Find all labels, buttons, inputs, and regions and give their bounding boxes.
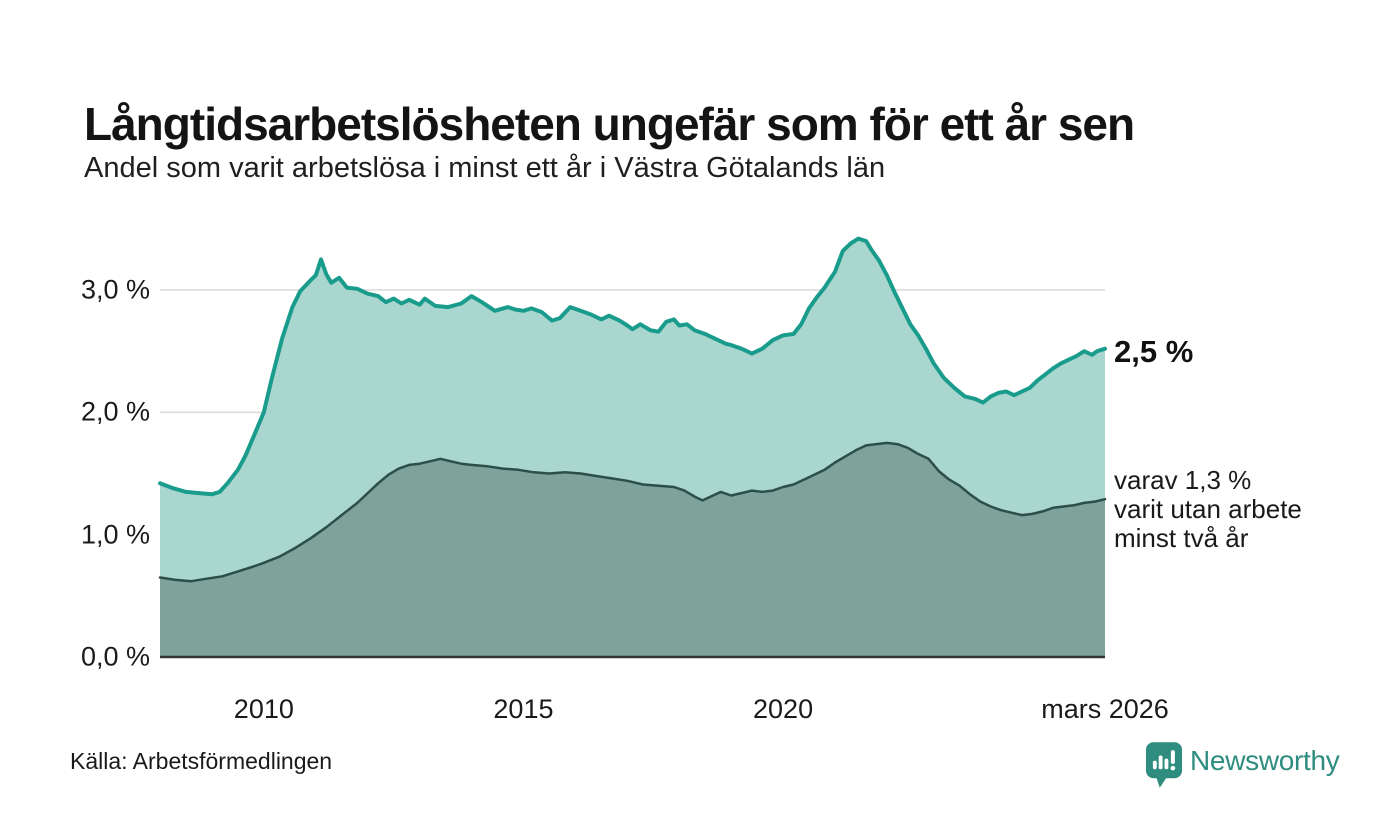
y-axis-tick-label: 1,0 % <box>80 519 150 550</box>
page-title: Långtidsarbetslösheten ungefär som för e… <box>84 97 1135 150</box>
x-axis-tick-label: mars 2026 <box>1041 694 1169 724</box>
newsworthy-icon <box>1146 742 1182 788</box>
source-note: Källa: Arbetsförmedlingen <box>70 748 333 774</box>
series-area-2 <box>160 442 1105 657</box>
y-axis-tick-label: 2,0 % <box>80 396 150 427</box>
series-end-label-subset: varav 1,3 % varit utan arbete minst två … <box>1114 466 1302 553</box>
series-end-label-total: 2,5 % <box>1114 334 1194 369</box>
y-axis-tick-label: 0,0 % <box>80 641 150 672</box>
area-chart <box>158 236 1107 659</box>
newsworthy-wordmark: Newsworthy <box>1190 745 1340 776</box>
x-axis-tick-label: 2020 <box>753 694 814 724</box>
chart-subtitle: Andel som varit arbetslösa i minst ett å… <box>84 152 886 184</box>
x-axis-tick-label: 2015 <box>493 694 554 724</box>
newsworthy-logo[interactable]: Newsworthy <box>1146 742 1340 792</box>
annotation-line-2: varit utan arbete <box>1114 494 1302 524</box>
annotation-line-3: minst två år <box>1114 523 1249 553</box>
series-line-2 <box>158 441 1107 583</box>
series-line-1 <box>158 236 1107 497</box>
y-axis-tick-label: 3,0 % <box>80 274 150 305</box>
x-axis-tick-label: 2010 <box>233 694 294 724</box>
annotation-line-1: varav 1,3 % <box>1114 465 1252 495</box>
plot-area <box>158 229 1107 659</box>
